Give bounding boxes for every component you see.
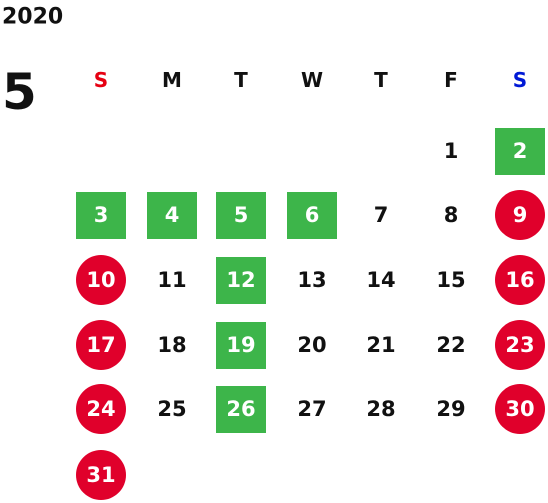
highlight-square [76,192,126,239]
highlight-square [216,386,266,433]
day-number: 21 [366,333,395,357]
day-number: 8 [444,203,459,227]
day-number: 22 [436,333,465,357]
day-number: 23 [505,333,534,357]
day-number: 17 [86,333,115,357]
day-number: 12 [226,268,255,292]
day-number: 15 [436,268,465,292]
day-number: 4 [165,203,180,227]
highlight-square [216,192,266,239]
weekday-label: W [301,68,323,92]
highlight-square [495,128,545,175]
day-number: 28 [366,397,395,421]
day-number: 16 [505,268,534,292]
weekday-label: T [234,68,248,92]
day-number: 14 [366,268,395,292]
day-number: 20 [297,333,326,357]
day-number: 6 [305,203,320,227]
day-number: 1 [444,139,459,163]
highlight-square [216,257,266,304]
holiday-circle [495,384,545,434]
day-number: 13 [297,268,326,292]
day-number: 9 [513,203,528,227]
day-number: 10 [86,268,115,292]
day-number: 31 [86,463,115,487]
day-number: 24 [86,397,115,421]
weekday-label: F [444,68,458,92]
day-number: 5 [234,203,249,227]
day-number: 18 [157,333,186,357]
day-number: 27 [297,397,326,421]
holiday-circle [76,384,126,434]
day-number: 19 [226,333,255,357]
weekday-label: S [513,68,527,92]
highlight-square [287,192,337,239]
day-number: 26 [226,397,255,421]
weekday-label: S [94,68,108,92]
day-number: 11 [157,268,186,292]
day-number: 2 [513,139,528,163]
highlight-square [216,322,266,369]
day-number: 30 [505,397,534,421]
highlight-square [147,192,197,239]
weekday-label: T [374,68,388,92]
day-number: 25 [157,397,186,421]
holiday-circle [76,255,126,305]
holiday-circle [76,320,126,370]
holiday-circle [495,255,545,305]
holiday-circle [495,190,545,240]
weekday-label: M [162,68,182,92]
day-number: 3 [94,203,109,227]
year: 2020 [2,5,63,30]
month: 5 [2,63,37,121]
holiday-circle [495,320,545,370]
day-number: 7 [374,203,389,227]
holiday-circle [76,450,126,500]
day-number: 29 [436,397,465,421]
